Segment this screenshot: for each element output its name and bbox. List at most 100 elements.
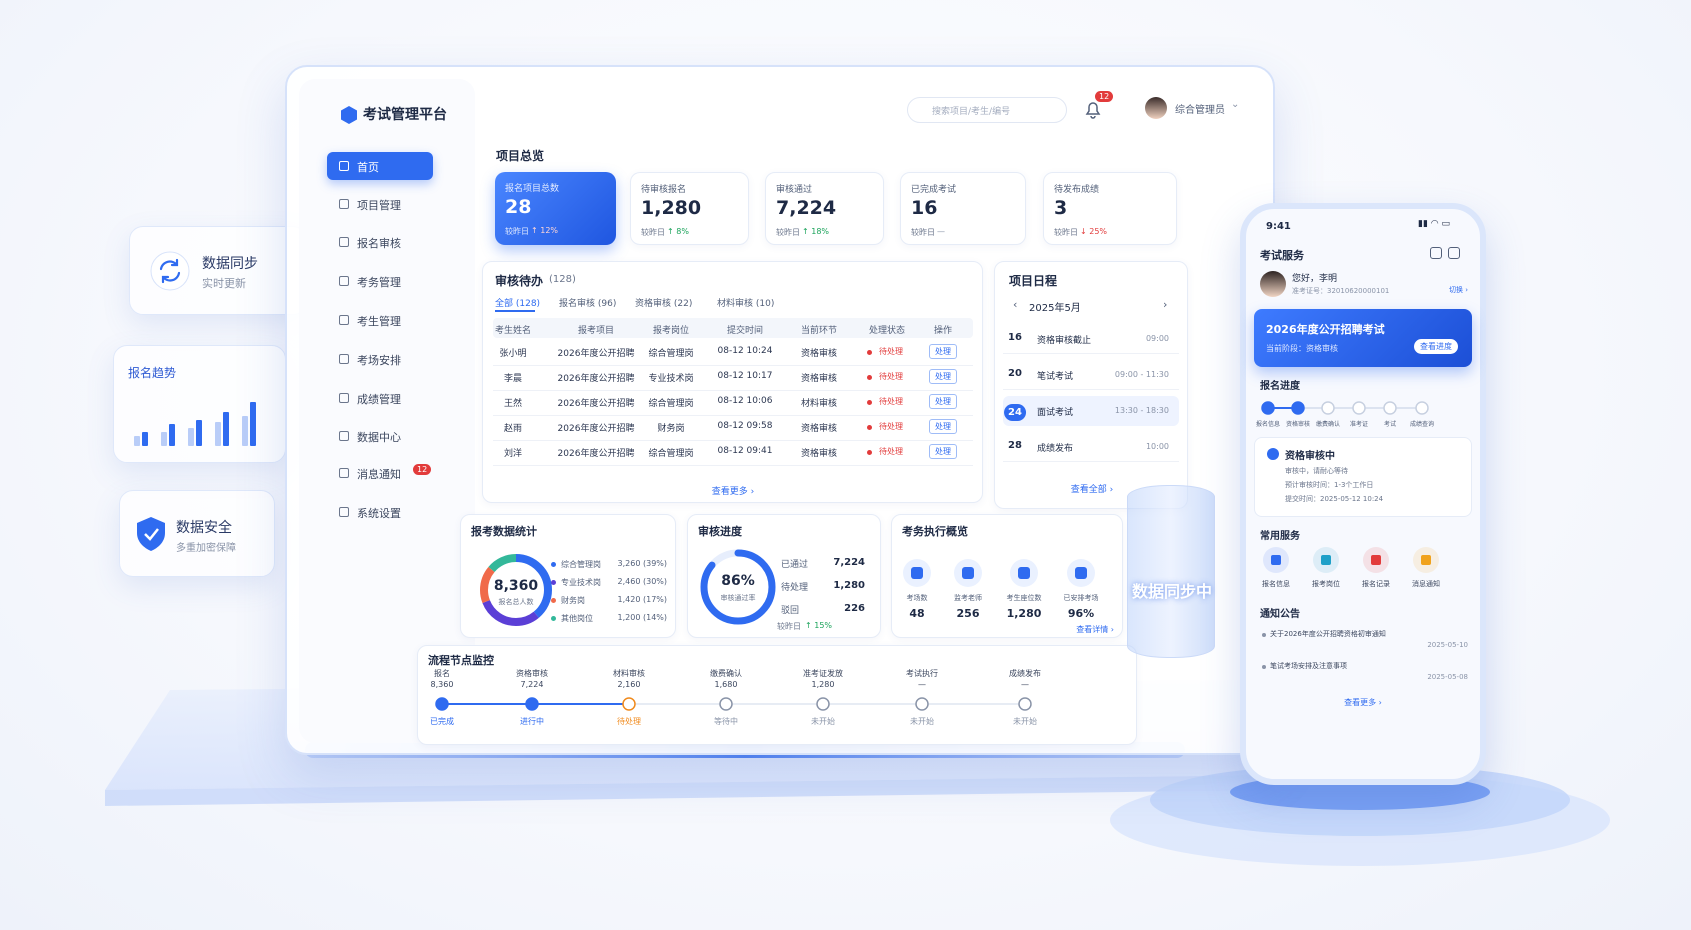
flow-status: 未开始 [910,717,934,726]
schedule-title: 成绩发布 [1037,444,1074,454]
table-cell[interactable]: 处理 [929,369,957,384]
stat-compare: 较昨日 [505,227,529,236]
tab[interactable]: 报名审核 (96) [559,299,617,309]
table-cell: 2026年度公开招聘 [557,399,635,409]
status-dot [867,450,872,455]
nav-label: 成绩管理 [357,393,401,406]
logo [341,106,357,124]
table-cell: 待处理 [879,372,903,381]
status-line: 提交时间：2025-05-12 10:24 [1285,495,1384,503]
table-cell: 资格审核 [800,449,838,459]
stat-change: ↑ 12% [531,226,559,235]
nav-item[interactable]: 报名审核 [327,228,433,256]
status-dot [867,350,872,355]
table-cell: 操作 [933,326,953,336]
more-link[interactable]: 查看全部 › [1070,485,1114,495]
service-label[interactable]: 报名记录 [1362,580,1390,588]
nav-item[interactable]: 首页 [327,152,433,180]
flow-name: 报名 [434,669,450,678]
service-label[interactable]: 报考岗位 [1312,580,1340,588]
more-link[interactable]: 查看更多 › [1344,698,1382,707]
flow-name: 成绩发布 [1009,669,1041,678]
nav-item[interactable]: 数据中心 [327,422,433,450]
glass-label: 数据同步中 [1131,582,1213,601]
notice-date: 2025-05-08 [1427,673,1468,681]
section-title: 通知公告 [1260,609,1300,620]
nav-label: 数据中心 [357,431,401,444]
exec-icon-glyph [962,567,974,579]
nav-icon [339,431,349,441]
stat-label: 已完成考试 [911,185,957,195]
flow-node [622,697,636,711]
phone: 9:41 ▮▮ ◠ ▭ 考试服务 您好，李明 准考证号：32010620000101 切换… [1240,203,1486,785]
flow-count: 1,680 [714,680,738,689]
table-cell[interactable]: 处理 [929,444,957,459]
nav-item[interactable]: 成绩管理 [327,384,433,412]
trend-bar [169,424,175,446]
greeting: 您好，李明 [1292,274,1338,284]
legend-value: 3,260 (39%) [617,559,667,568]
table-header-bg [493,318,973,338]
progress-compare: 较昨日 [777,622,801,631]
nav-item[interactable]: 考务管理 [327,267,433,295]
nav-item[interactable]: 项目管理 [327,190,433,218]
step-label: 准考证 [1349,421,1369,428]
nav-item[interactable]: 系统设置 [327,498,433,526]
graphic [1261,401,1429,415]
table-cell[interactable]: 处理 [929,394,957,409]
stat-value: 3 [1054,197,1068,219]
screen-title: 考试服务 [1260,249,1304,262]
donut-total: 8,360 [493,578,539,594]
flow-node [435,697,449,711]
nav-icon [339,161,349,171]
schedule-row [1003,324,1179,354]
switch-link[interactable]: 切换 › [1448,286,1468,294]
schedule-time: 10:00 [1145,442,1169,451]
nav-item[interactable]: 消息通知 12 [327,459,433,487]
avatar [1260,271,1286,297]
tab[interactable]: 材料审核 (10) [717,299,775,309]
banner-button[interactable]: 查看进度 [1414,339,1458,354]
notice-dot [1262,633,1266,637]
table-cell[interactable]: 处理 [929,344,957,359]
flow-count: — [918,680,926,689]
nav-label: 消息通知 [357,468,401,481]
nav-item[interactable]: 考生管理 [327,306,433,334]
step-label: 缴费确认 [1315,421,1341,428]
table-cell: 综合管理岗 [648,349,694,359]
flow-node [915,697,929,711]
ring-value [700,549,776,625]
panel-title: 审核待办 [495,274,544,288]
nav-icon [339,237,349,247]
nav-icon [339,199,349,209]
table-cell: 当前环节 [800,326,838,336]
tab[interactable]: 全部 (128) [495,299,541,309]
more-link[interactable]: 查看更多 › [711,487,755,497]
table-cell: 财务岗 [657,424,685,434]
progress-label: 已通过 [781,560,809,570]
banner-title: 2026年度公开招聘考试 [1266,323,1385,336]
nav-item[interactable]: 考场安排 [327,345,433,373]
row-divider [493,415,973,416]
tab[interactable]: 资格审核 (22) [635,299,693,309]
schedule-row [1003,360,1179,390]
schedule-day: 16 [1008,332,1022,343]
stat-card: 报名项目总数 28 较昨日 ↑ 12% [495,172,616,245]
row-divider [493,440,973,441]
service-label[interactable]: 报名信息 [1262,580,1290,588]
service-glyph [1371,555,1381,565]
pending-count: (128) [549,274,576,285]
service-label[interactable]: 消息通知 [1412,580,1440,588]
stat-label: 审核通过 [776,185,813,195]
nav-icon [339,276,349,286]
table-cell[interactable]: 处理 [929,419,957,434]
panel-title: 报考数据统计 [471,525,537,538]
flow-node [719,697,733,711]
flow-node [1018,697,1032,711]
progress-value: 7,224 [833,557,865,568]
legend-name: 综合管理岗 [561,560,601,569]
exec-value: 96% [1067,607,1095,620]
status-dot [867,400,872,405]
table-cell: 报考项目 [577,326,615,336]
more-link[interactable]: 查看详情 › [1076,625,1114,634]
